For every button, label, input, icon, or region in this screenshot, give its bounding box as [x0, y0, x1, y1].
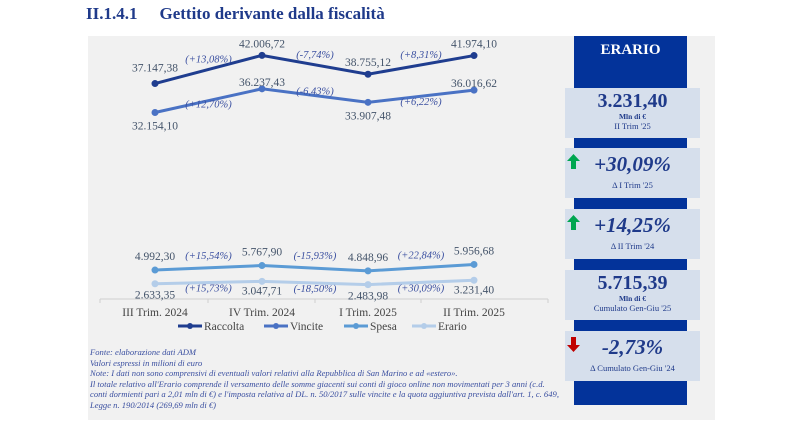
data-label: 36.016,62 — [451, 78, 497, 90]
card-subtitle: II Trim '25 — [614, 121, 651, 131]
change-label: (+22,84%) — [398, 251, 445, 262]
data-label: 5.767,90 — [242, 247, 283, 259]
data-point-erario — [151, 280, 159, 288]
note-exclusion: Note: I dati non sono comprensivi di eve… — [90, 368, 458, 378]
change-label: (-18,50%) — [294, 284, 337, 295]
data-point-vincite — [470, 86, 478, 94]
data-point-erario — [364, 281, 372, 289]
section-title: II.1.4.1 Gettito derivante dalla fiscalit… — [86, 4, 407, 24]
data-point-raccolta — [151, 80, 159, 88]
legend-label: Spesa — [370, 321, 397, 333]
data-label: 2.633,35 — [135, 290, 176, 302]
data-label: 2.483,98 — [348, 291, 389, 303]
arrow-up-icon — [567, 215, 580, 230]
x-tick-label: IV Trim. 2024 — [229, 307, 295, 319]
data-label: 37.147,38 — [132, 63, 178, 75]
card-subtitle: Δ II Trim '24 — [610, 241, 655, 251]
change-label: (-6,43%) — [296, 87, 334, 98]
arrow-down-icon — [567, 337, 580, 352]
card-erario-cumulative: 5.715,39 Mln di € Cumulato Gen-Giu '25 — [565, 270, 700, 320]
card-subtitle: Cumulato Gen-Giu '25 — [593, 303, 672, 313]
data-point-raccolta — [258, 51, 266, 59]
card-value: -2,73% — [601, 335, 664, 359]
change-label: (-15,93%) — [294, 251, 337, 262]
data-point-erario — [470, 276, 478, 284]
data-point-spesa — [364, 267, 372, 275]
data-point-vincite — [258, 85, 266, 93]
series-line-vincite — [154, 87, 475, 114]
change-label: (+15,54%) — [185, 251, 232, 262]
erario-title: ERARIO — [600, 42, 661, 58]
legend-label: Raccolta — [204, 321, 244, 333]
data-point-spesa — [151, 266, 159, 274]
legend-marker — [353, 323, 359, 329]
legend-label: Erario — [438, 321, 467, 333]
legend-marker — [421, 323, 427, 329]
data-point-raccolta — [470, 52, 478, 60]
data-point-spesa — [470, 260, 478, 268]
card-unit: Mln di € — [618, 112, 647, 121]
data-point-vincite — [364, 98, 372, 106]
note-unit: Valori espressi in milioni di euro — [90, 357, 203, 368]
chart-notes: Fonte: elaborazione dati ADM Valori espr… — [90, 347, 560, 410]
x-tick-label: I Trim. 2025 — [339, 307, 397, 319]
data-label: 38.755,12 — [345, 57, 391, 69]
note-erario: Il totale relativo all'Erario comprende … — [90, 378, 559, 410]
card-value: 5.715,39 — [597, 272, 668, 294]
data-label: 41.974,10 — [451, 39, 497, 51]
change-label: (+13,08%) — [185, 54, 232, 65]
card-subtitle: Δ I Trim '25 — [612, 180, 653, 190]
data-label: 36.237,43 — [239, 77, 285, 89]
card-change-cumulative: -2,73% Δ Cumulato Gen-Giu '24 — [565, 331, 700, 381]
data-label: 4.848,96 — [348, 252, 389, 264]
section-heading: Gettito derivante dalla fiscalità — [159, 4, 385, 23]
card-change-year-ago: +14,25% Δ II Trim '24 — [565, 209, 700, 259]
data-point-raccolta — [364, 70, 372, 78]
card-erario-quarter: 3.231,40 Mln di € II Trim '25 — [565, 88, 700, 138]
section-number: II.1.4.1 — [86, 4, 138, 23]
data-label: 33.907,48 — [345, 110, 391, 122]
card-value: +14,25% — [594, 213, 671, 237]
data-label: 42.006,72 — [239, 38, 285, 50]
card-subtitle: Δ Cumulato Gen-Giu '24 — [590, 363, 675, 373]
change-label: (+30,09%) — [398, 283, 445, 294]
change-label: (-7,74%) — [296, 50, 334, 61]
data-point-vincite — [151, 109, 159, 117]
legend-label: Vincite — [290, 321, 323, 333]
arrow-up-icon — [567, 154, 580, 169]
data-point-spesa — [258, 262, 266, 270]
series-line-raccolta — [154, 53, 475, 85]
legend-marker — [187, 323, 193, 329]
card-value: +30,09% — [594, 152, 671, 176]
change-label: (+15,73%) — [185, 284, 232, 295]
data-label: 3.231,40 — [454, 284, 495, 296]
series-line-erario — [154, 278, 475, 287]
x-tick-label: III Trim. 2024 — [122, 307, 188, 319]
data-label: 3.047,71 — [242, 285, 283, 297]
change-label: (+8,31%) — [400, 50, 442, 61]
card-value: 3.231,40 — [597, 90, 668, 112]
data-label: 5.956,68 — [454, 245, 495, 257]
legend-marker — [273, 323, 279, 329]
change-label: (+6,22%) — [400, 97, 442, 108]
series-line-spesa — [154, 262, 475, 273]
card-change-prev-quarter: +30,09% Δ I Trim '25 — [565, 148, 700, 198]
data-point-erario — [258, 277, 266, 285]
note-source: Fonte: elaborazione dati ADM — [90, 347, 197, 357]
data-label: 4.992,30 — [135, 251, 176, 263]
change-label: (+12,70%) — [185, 100, 232, 111]
data-label: 32.154,10 — [132, 121, 178, 133]
card-unit: Mln di € — [618, 294, 647, 303]
x-tick-label: II Trim. 2025 — [443, 307, 505, 319]
